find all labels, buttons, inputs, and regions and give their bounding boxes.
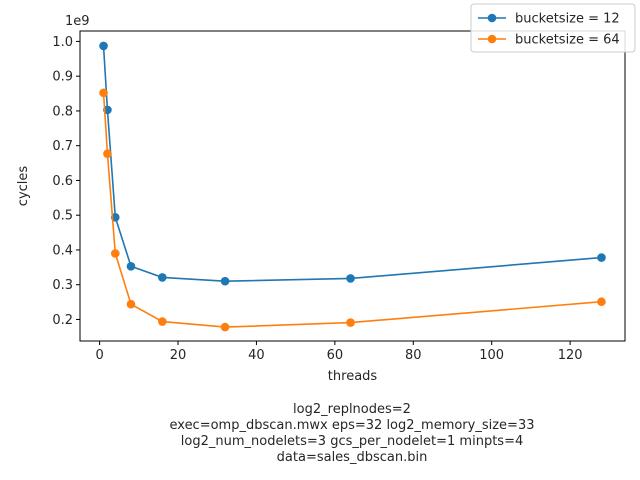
legend-label: bucketsize = 12 — [515, 12, 620, 27]
series-line — [102, 92, 602, 328]
y-tick-label: 0.6 — [52, 174, 73, 189]
y-axis-scale-label: 1e9 — [65, 14, 90, 29]
y-axis: 0.2 0.3 0.4 0.5 0.6 0.7 0.8 0.9 1.0 — [52, 35, 80, 328]
legend-box — [470, 3, 636, 53]
plot-area — [99, 41, 606, 332]
x-tick-label: 60 — [327, 348, 344, 363]
data-point — [99, 41, 108, 51]
y-tick-label: 0.2 — [52, 313, 73, 328]
x-tick-label: 80 — [405, 348, 422, 363]
data-point — [346, 274, 355, 283]
plot-frame — [79, 30, 626, 342]
y-tick-label: 0.9 — [52, 70, 73, 85]
x-tick-label: 20 — [170, 348, 187, 363]
x-tick-label: 120 — [558, 348, 583, 363]
data-point — [597, 253, 606, 262]
y-tick-label: 0.3 — [52, 278, 73, 293]
data-point — [220, 322, 230, 332]
legend-swatch-marker — [487, 34, 497, 44]
caption-line: data=sales_dbscan.bin — [277, 450, 428, 465]
caption-line: exec=omp_dbscan.mwx eps=32 log2_memory_s… — [170, 418, 535, 433]
data-point — [220, 276, 230, 286]
x-axis: 0 20 40 60 80 100 120 — [95, 341, 583, 363]
x-axis-label: threads — [328, 369, 378, 384]
data-point — [103, 149, 112, 158]
y-tick-label: 0.7 — [52, 139, 73, 154]
legend-swatch-marker — [487, 13, 497, 23]
data-point — [346, 318, 355, 327]
y-tick-label: 1.0 — [52, 35, 73, 50]
data-point — [110, 249, 120, 258]
x-tick-label: 100 — [479, 348, 504, 363]
y-axis-label: cycles — [16, 166, 31, 207]
data-point — [158, 317, 167, 326]
caption-line: log2_num_nodelets=3 gcs_per_nodelet=1 mi… — [181, 434, 523, 449]
x-tick-label: 40 — [248, 348, 265, 363]
data-point — [126, 299, 136, 309]
chart-caption: log2_replnodes=2 exec=omp_dbscan.mwx eps… — [170, 402, 535, 465]
data-point — [99, 88, 108, 98]
legend-label: bucketsize = 64 — [515, 33, 620, 48]
y-tick-label: 0.5 — [52, 209, 73, 224]
data-point — [597, 297, 606, 307]
legend: bucketsize = 12 bucketsize = 64 — [470, 3, 636, 53]
y-tick-label: 0.4 — [52, 243, 73, 258]
x-tick-label: 0 — [95, 348, 103, 363]
data-point — [126, 261, 136, 271]
series-line — [102, 45, 602, 283]
caption-line: log2_replnodes=2 — [293, 402, 411, 417]
y-tick-label: 0.8 — [52, 104, 73, 119]
data-point — [158, 273, 167, 282]
